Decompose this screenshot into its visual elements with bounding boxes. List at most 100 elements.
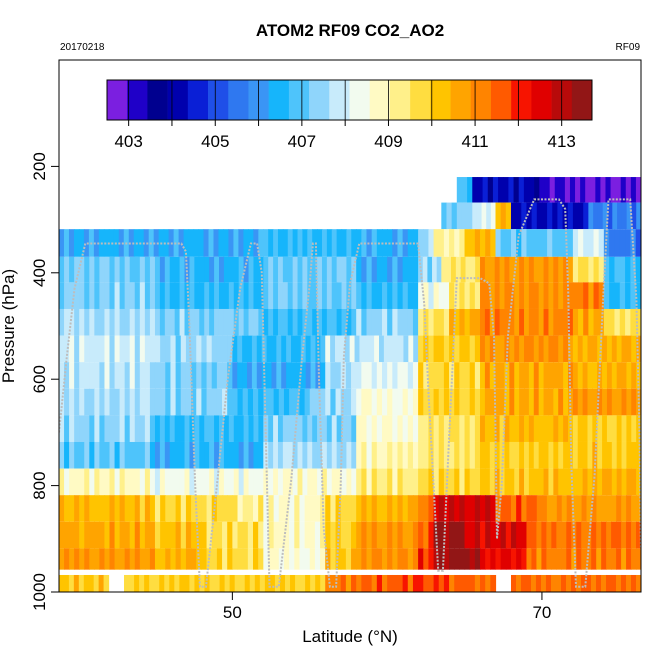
heatmap-cell	[227, 548, 233, 570]
heatmap-cell	[609, 282, 616, 309]
heatmap-cell	[277, 468, 284, 496]
heatmap-cell	[238, 282, 245, 309]
heatmap-cell	[109, 388, 116, 416]
heatmap-cell	[201, 521, 208, 549]
heatmap-cell	[175, 521, 182, 549]
heatmap-cell	[577, 441, 584, 469]
heatmap-cell	[485, 548, 491, 570]
heatmap-cell	[366, 282, 373, 309]
heatmap-cell	[114, 335, 121, 363]
heatmap-cell	[438, 468, 445, 496]
heatmap-cell	[175, 495, 182, 522]
heatmap-cell	[529, 177, 535, 203]
heatmap-cell	[621, 468, 627, 496]
heatmap-cell	[69, 521, 75, 549]
heatmap-cell	[277, 308, 284, 336]
heatmap-cell	[314, 521, 321, 549]
heatmap-cell	[119, 548, 126, 570]
heatmap-cell	[356, 468, 362, 496]
heatmap-cell	[129, 415, 136, 442]
heatmap-cell	[59, 388, 65, 416]
heatmap-cell	[139, 256, 146, 283]
heatmap-cell	[345, 495, 352, 522]
heatmap-cell	[588, 202, 594, 230]
heatmap-cell	[263, 388, 270, 416]
heatmap-cell	[423, 308, 430, 336]
y-tick-label: 800	[30, 471, 49, 499]
heatmap-cell	[443, 308, 450, 336]
heatmap-cell	[601, 495, 607, 522]
heatmap-cell	[330, 388, 337, 416]
heatmap-cell	[109, 282, 116, 309]
heatmap-cell	[169, 441, 176, 469]
heatmap-cell	[129, 362, 136, 389]
heatmap-cell	[114, 441, 121, 469]
heatmap-cell	[397, 521, 404, 549]
heatmap-cell	[253, 308, 259, 336]
heatmap-cell	[164, 308, 171, 336]
heatmap-cell	[636, 521, 641, 549]
heatmap-cell	[268, 308, 274, 336]
heatmap-cell	[582, 441, 589, 469]
heatmap-cell	[336, 308, 343, 336]
heatmap-cell	[159, 415, 166, 442]
heatmap-cell	[597, 441, 603, 469]
heatmap-cell	[451, 202, 458, 230]
heatmap-cell	[283, 388, 290, 416]
heatmap-cell	[392, 388, 399, 416]
heatmap-cell	[349, 335, 356, 363]
heatmap-cell	[340, 521, 347, 549]
heatmap-cell	[602, 388, 608, 416]
heatmap-cell	[469, 335, 476, 363]
heatmap-cell	[485, 574, 491, 592]
heatmap-cell	[159, 468, 166, 496]
heatmap-cell	[412, 282, 419, 309]
heatmap-cell	[64, 468, 70, 496]
heatmap-cell	[577, 362, 584, 389]
heatmap-cell	[625, 229, 631, 257]
heatmap-cell	[572, 229, 579, 257]
heatmap-cell	[64, 308, 70, 336]
heatmap-cell	[505, 495, 512, 522]
heatmap-cell	[412, 229, 419, 257]
heatmap-cell	[630, 282, 637, 309]
heatmap-cell	[307, 308, 313, 336]
heatmap-cell	[418, 282, 424, 309]
heatmap-cell	[543, 256, 550, 283]
heatmap-cell	[474, 415, 481, 442]
heatmap-cell	[292, 256, 299, 283]
heatmap-cell	[443, 362, 450, 389]
heatmap-cell	[223, 415, 230, 442]
heatmap-cell	[454, 308, 460, 336]
colorbar-swatch	[450, 80, 472, 120]
heatmap-cell	[474, 574, 481, 592]
heatmap-cell	[526, 495, 533, 522]
heatmap-cell	[351, 521, 357, 549]
heatmap-cell	[443, 282, 450, 309]
heatmap-cell	[339, 335, 346, 363]
heatmap-cell	[331, 229, 338, 257]
heatmap-cell	[129, 335, 136, 363]
x-tick-label: 50	[223, 603, 242, 622]
heatmap-cell	[428, 308, 435, 336]
heatmap-cell	[238, 441, 245, 469]
heatmap-cell	[418, 308, 424, 336]
heatmap-cell	[227, 335, 233, 363]
heatmap-cell	[504, 362, 510, 389]
heatmap-cell	[467, 177, 473, 203]
heatmap-cell	[180, 548, 187, 570]
heatmap-cell	[59, 521, 65, 549]
heatmap-cell	[366, 441, 373, 469]
heatmap-cell	[526, 229, 533, 257]
heatmap-cell	[361, 256, 368, 283]
heatmap-cell	[312, 441, 318, 469]
heatmap-cell	[480, 335, 486, 363]
heatmap-cell	[160, 362, 166, 389]
heatmap-cell	[277, 229, 284, 257]
heatmap-cell	[403, 335, 409, 363]
colorbar-swatch	[490, 80, 512, 120]
heatmap-cell	[480, 229, 486, 257]
heatmap-cell	[273, 468, 279, 496]
heatmap-cell	[104, 335, 111, 363]
heatmap-cell	[577, 335, 584, 363]
